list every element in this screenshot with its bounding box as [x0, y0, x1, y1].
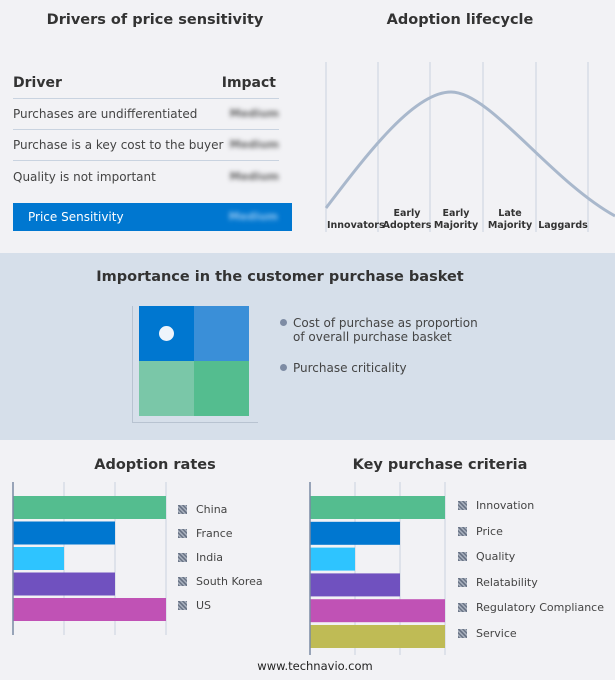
- basket-matrix: [139, 306, 249, 416]
- legend-label: Quality: [476, 550, 516, 563]
- legend-item: India: [178, 551, 223, 564]
- price-sensitivity-label: Price Sensitivity: [28, 210, 124, 224]
- legend-item: US: [178, 599, 211, 612]
- legend-label: India: [196, 551, 223, 564]
- bar-us: [13, 598, 166, 621]
- driver-label: Purchases are undifferentiated: [13, 107, 198, 121]
- legend-label: China: [196, 503, 228, 516]
- legend-swatch-icon: [458, 628, 467, 638]
- basket-section: Importance in the customer purchase bask…: [0, 253, 615, 440]
- impact-col-header: Impact: [221, 75, 276, 91]
- adoption-curve: [324, 90, 615, 218]
- basket-title: Importance in the customer purchase bask…: [96, 269, 464, 285]
- bar-relatability: [310, 573, 400, 597]
- stage-label: Late Majority: [487, 208, 533, 231]
- basket-legend-item: Purchase criticality: [280, 361, 480, 375]
- driver-label: Quality is not important: [13, 170, 156, 184]
- legend-swatch-icon: [178, 505, 187, 514]
- bar-china: [13, 496, 166, 519]
- legend-label: Cost of purchase as proportion of overal…: [293, 316, 478, 344]
- adoption-rates-chart: [12, 482, 167, 635]
- position-marker: [159, 326, 174, 341]
- legend-item: Service: [458, 627, 517, 640]
- stage-label: Early Adopters: [382, 208, 432, 231]
- legend-item: China: [178, 503, 227, 516]
- legend-label: Relatability: [476, 575, 538, 589]
- legend-swatch-icon: [178, 601, 187, 610]
- impact-value: Medium: [229, 170, 279, 183]
- bar-regulatory-compliance: [310, 599, 445, 623]
- legend-item: Innovation: [458, 499, 534, 512]
- matrix-cell: [139, 306, 194, 361]
- matrix-cell: [139, 361, 194, 416]
- legend-label: Service: [476, 626, 517, 640]
- lifecycle-title: Adoption lifecycle: [386, 12, 534, 28]
- kpc-chart: [309, 482, 446, 655]
- legend-swatch-icon: [178, 553, 187, 562]
- bar-price: [310, 521, 400, 545]
- legend-label: Regulatory Compliance: [476, 601, 604, 614]
- legend-label: France: [196, 527, 233, 540]
- legend-label: Price: [476, 524, 503, 538]
- driver-col-header: Driver: [13, 75, 62, 91]
- footer-url[interactable]: www.technavio.com: [257, 659, 373, 673]
- price-sensitivity-value: Medium: [228, 210, 278, 223]
- legend-item: Quality: [458, 550, 515, 563]
- legend-swatch-icon: [178, 577, 187, 586]
- driver-row: Purchases are undifferentiated Medium: [13, 99, 279, 130]
- legend-label: South Korea: [196, 575, 263, 588]
- legend-swatch-icon: [458, 552, 467, 561]
- driver-row: Quality is not important Medium: [13, 162, 279, 193]
- legend-item: Regulatory Compliance: [458, 601, 604, 614]
- legend-swatch-icon: [458, 501, 467, 510]
- bar-india: [13, 547, 64, 570]
- driver-row: Purchase is a key cost to the buyer Mediu…: [13, 130, 279, 161]
- legend-swatch-icon: [458, 603, 467, 612]
- impact-value: Medium: [229, 107, 279, 120]
- legend-label: US: [196, 599, 212, 612]
- price-sensitivity-bar: Price Sensitivity Medium: [13, 203, 292, 231]
- legend-item: France: [178, 527, 233, 540]
- matrix-cell: [194, 361, 249, 416]
- bar-south-korea: [13, 572, 115, 596]
- legend-swatch-icon: [178, 529, 187, 538]
- legend-item: Price: [458, 525, 503, 538]
- legend-label: Innovation: [476, 499, 535, 512]
- driver-label: Purchase is a key cost to the buyer: [13, 138, 224, 152]
- legend-item: South Korea: [178, 575, 263, 588]
- drivers-header: Driver Impact: [13, 68, 279, 99]
- bar-quality: [310, 547, 355, 571]
- basket-legend-item: Cost of purchase as proportion of overal…: [280, 316, 480, 344]
- bar-service: [310, 625, 445, 648]
- drivers-title: Drivers of price sensitivity: [46, 12, 264, 28]
- legend-swatch-icon: [458, 526, 467, 536]
- bar-france: [13, 521, 115, 545]
- legend-item: Relatability: [458, 576, 538, 589]
- impact-value: Medium: [229, 138, 279, 151]
- legend-label: Purchase criticality: [293, 361, 407, 375]
- adoption-rates-title: Adoption rates: [94, 457, 216, 473]
- stage-label: Innovators: [327, 220, 385, 231]
- matrix-cell: [194, 306, 249, 361]
- stage-label: Early Majority: [433, 208, 479, 231]
- adoption-lifecycle-chart: [324, 62, 615, 232]
- stage-label: Laggards: [538, 220, 588, 231]
- legend-swatch-icon: [458, 577, 467, 587]
- bar-innovation: [310, 496, 445, 519]
- kpc-title: Key purchase criteria: [352, 457, 528, 473]
